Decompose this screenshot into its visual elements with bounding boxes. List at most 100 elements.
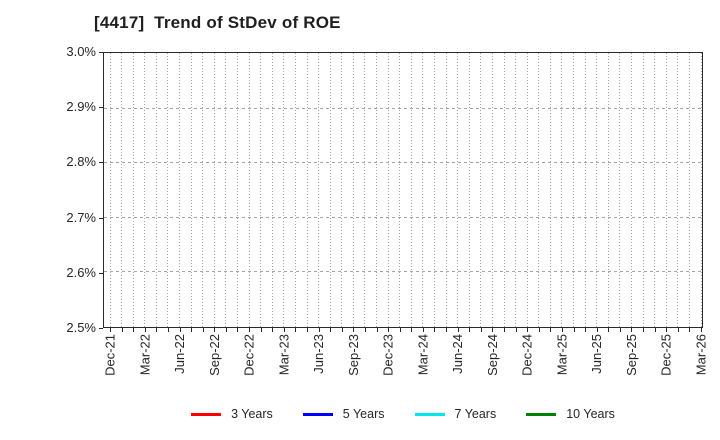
x-tick-mark [144, 328, 146, 332]
v-gridline [457, 53, 459, 327]
x-tick-label: Mar-26 [693, 334, 709, 376]
x-tick-mark [167, 328, 169, 332]
x-tick-mark [272, 328, 274, 332]
legend-line-swatch [414, 412, 445, 416]
y-tick-mark [99, 52, 103, 53]
x-tick-label: Sep-25 [623, 334, 639, 376]
x-tick-mark [191, 328, 193, 332]
x-tick-mark [677, 328, 679, 332]
y-tick-label: 2.6% [66, 264, 96, 280]
v-gridline [213, 53, 215, 327]
v-gridline [376, 53, 378, 327]
v-gridline [619, 53, 621, 327]
x-tick-mark [701, 328, 702, 332]
h-gridline [104, 107, 702, 109]
x-tick-label: Mar-23 [276, 334, 292, 376]
plot-area [103, 52, 703, 328]
v-gridline [364, 53, 366, 327]
x-tick-mark [364, 328, 366, 332]
x-tick-label: Jun-25 [589, 334, 605, 374]
v-gridline [654, 53, 656, 327]
v-gridline [132, 53, 134, 327]
x-tick-label: Dec-24 [519, 334, 535, 376]
x-tick-mark [619, 328, 621, 332]
v-gridline [352, 53, 354, 327]
x-tick-label: Dec-23 [380, 334, 396, 376]
x-tick-mark [156, 328, 158, 332]
v-gridline [573, 53, 575, 327]
x-tick-mark [295, 328, 297, 332]
legend: 3 Years 5 Years 7 Years 10 Years [103, 403, 703, 425]
x-tick-mark [249, 328, 251, 332]
v-gridline [155, 53, 157, 327]
v-gridline [109, 53, 111, 327]
v-gridline [121, 53, 123, 327]
v-gridline [549, 53, 551, 327]
v-gridline [503, 53, 505, 327]
x-tick-mark [318, 328, 320, 332]
v-gridline [642, 53, 644, 327]
v-gridline [144, 53, 146, 327]
v-gridline [202, 53, 204, 327]
v-gridline [410, 53, 412, 327]
v-gridline [445, 53, 447, 327]
x-tick-mark [411, 328, 413, 332]
x-tick-mark [527, 328, 529, 332]
x-tick-mark [260, 328, 262, 332]
v-gridline [700, 53, 702, 327]
h-gridline [104, 216, 702, 218]
v-gridline [607, 53, 609, 327]
v-gridline [665, 53, 667, 327]
x-tick-mark [689, 328, 691, 332]
x-tick-mark [550, 328, 552, 332]
v-gridline [561, 53, 563, 327]
v-gridline [399, 53, 401, 327]
x-tick-mark [631, 328, 633, 332]
x-tick-mark [133, 328, 135, 332]
v-gridline [584, 53, 586, 327]
x-tick-mark [422, 328, 424, 332]
x-tick-mark [585, 328, 587, 332]
v-gridline [283, 53, 285, 327]
y-tick-label: 2.8% [66, 154, 96, 170]
v-gridline [491, 53, 493, 327]
x-tick-mark [376, 328, 378, 332]
x-tick-mark [504, 328, 505, 332]
legend-line-swatch [191, 412, 222, 416]
x-tick-label: Dec-21 [102, 334, 118, 376]
x-tick-mark [492, 328, 494, 332]
legend-line-swatch [302, 412, 333, 416]
legend-label: 3 Years [231, 407, 273, 421]
v-gridline [167, 53, 169, 327]
y-tick-label: 2.7% [66, 209, 96, 225]
x-tick-mark [573, 328, 575, 332]
v-gridline [318, 53, 320, 327]
v-gridline [422, 53, 424, 327]
y-tick-label: 2.5% [66, 320, 96, 335]
v-gridline [225, 53, 227, 327]
v-gridline [630, 53, 632, 327]
v-gridline [190, 53, 192, 327]
chart-title: [4417] Trend of StDev of ROE [94, 13, 341, 32]
y-tick-mark [99, 328, 103, 329]
x-tick-label: Jun-24 [450, 334, 466, 374]
y-tick-mark [99, 107, 103, 109]
x-tick-mark [515, 328, 517, 332]
v-gridline [526, 53, 528, 327]
legend-item: 10 Years [526, 407, 615, 421]
x-tick-mark [330, 328, 332, 332]
x-tick-mark [353, 328, 355, 332]
y-tick-mark [99, 217, 103, 219]
v-gridline [248, 53, 250, 327]
x-tick-label: Dec-22 [241, 334, 257, 376]
v-gridline [236, 53, 238, 327]
x-tick-mark [121, 328, 123, 332]
x-tick-mark [596, 328, 598, 332]
v-gridline [468, 53, 470, 327]
y-tick-mark [99, 162, 103, 164]
legend-label: 5 Years [342, 407, 385, 421]
x-tick-mark [179, 328, 181, 332]
legend-item: 5 Years [302, 407, 385, 421]
x-tick-mark [388, 328, 390, 332]
v-gridline [341, 53, 343, 327]
